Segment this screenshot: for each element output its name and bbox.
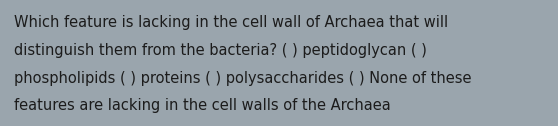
Text: phospholipids ( ) proteins ( ) polysaccharides ( ) None of these: phospholipids ( ) proteins ( ) polysacch…: [14, 71, 472, 86]
Text: distinguish them from the bacteria? ( ) peptidoglycan ( ): distinguish them from the bacteria? ( ) …: [14, 43, 427, 58]
Text: features are lacking in the cell walls of the Archaea: features are lacking in the cell walls o…: [14, 98, 391, 113]
Text: Which feature is lacking in the cell wall of Archaea that will: Which feature is lacking in the cell wal…: [14, 15, 448, 30]
